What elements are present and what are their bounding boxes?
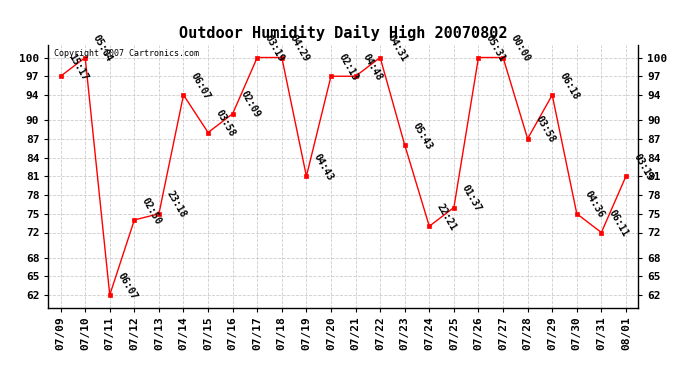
- Text: 03:58: 03:58: [533, 114, 557, 145]
- Text: 23:18: 23:18: [164, 189, 188, 220]
- Text: 03:13: 03:13: [631, 152, 655, 182]
- Text: 06:18: 06:18: [558, 71, 581, 101]
- Text: 04:29: 04:29: [287, 33, 310, 64]
- Text: 05:31: 05:31: [484, 33, 507, 64]
- Text: 04:36: 04:36: [582, 189, 606, 220]
- Text: 03:19: 03:19: [263, 33, 286, 64]
- Text: 01:37: 01:37: [460, 183, 483, 214]
- Text: 05:43: 05:43: [411, 121, 433, 151]
- Text: 05:04: 05:04: [90, 33, 114, 64]
- Text: 06:11: 06:11: [607, 208, 630, 238]
- Text: 02:09: 02:09: [238, 90, 262, 120]
- Text: 04:43: 04:43: [312, 152, 335, 182]
- Text: 02:13: 02:13: [337, 52, 360, 82]
- Text: 06:07: 06:07: [189, 71, 213, 101]
- Text: 22:21: 22:21: [435, 202, 458, 232]
- Text: 03:58: 03:58: [214, 108, 237, 139]
- Text: 02:50: 02:50: [140, 196, 164, 226]
- Text: 04:48: 04:48: [361, 52, 384, 82]
- Title: Outdoor Humidity Daily High 20070802: Outdoor Humidity Daily High 20070802: [179, 25, 508, 41]
- Text: 00:00: 00:00: [509, 33, 532, 64]
- Text: 06:07: 06:07: [115, 271, 139, 301]
- Text: 04:31: 04:31: [386, 33, 409, 64]
- Text: 15:17: 15:17: [66, 52, 90, 82]
- Text: Copyright 2007 Cartronics.com: Copyright 2007 Cartronics.com: [55, 49, 199, 58]
